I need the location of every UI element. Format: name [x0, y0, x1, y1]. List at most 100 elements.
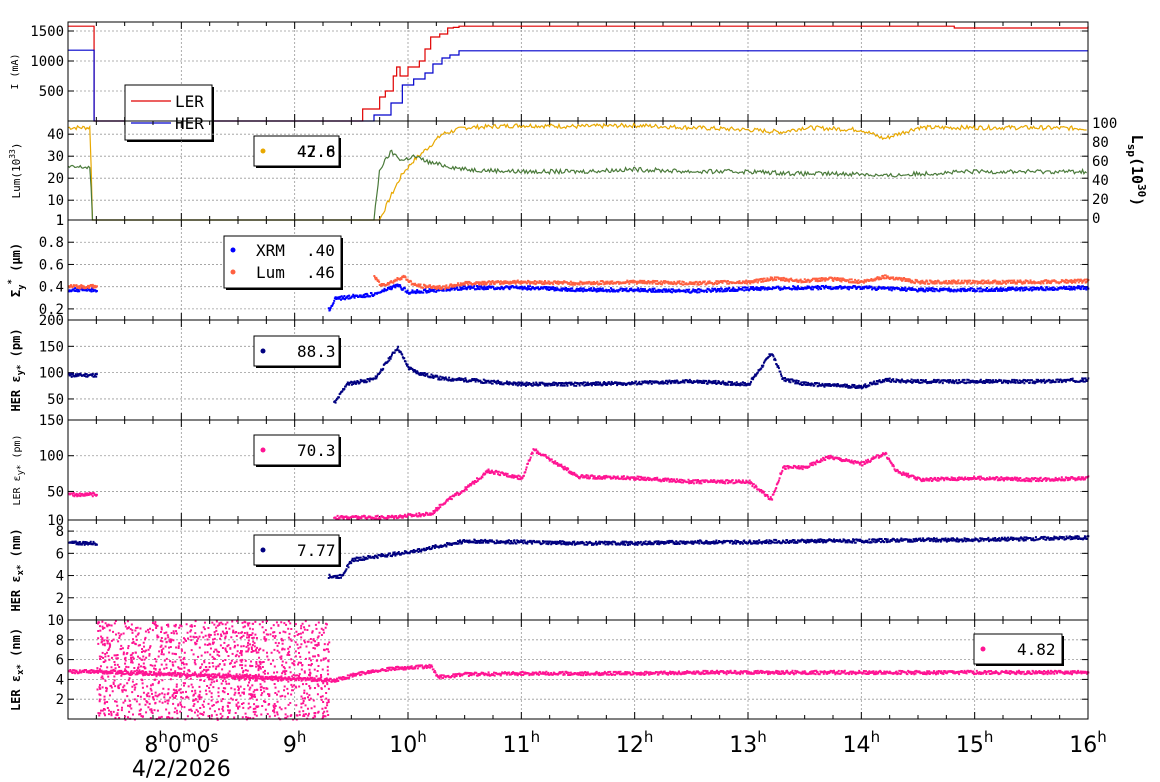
x-tick-label: 10h	[389, 728, 427, 758]
x-tick-label: 12h	[616, 728, 654, 758]
y-tick-label: 4	[56, 672, 64, 688]
series-ler_ey-0	[68, 448, 1090, 521]
y-tick-label: 200	[39, 313, 64, 329]
series-luminosity-0	[67, 122, 1087, 221]
y-tick-label: 1500	[30, 24, 64, 40]
legend-label: XRM	[256, 241, 285, 260]
y-axis-label: HER εy* (pm)	[9, 328, 26, 411]
y-axis-label: I (mA)	[10, 53, 21, 89]
x-tick-label: 9h	[283, 728, 307, 758]
y2-tick-label: 40	[1092, 173, 1109, 189]
x-tick-label: 14h	[843, 728, 881, 758]
y-tick-label: 1	[56, 213, 64, 229]
y-tick-label: 100	[39, 366, 64, 382]
x-tick-label: 16h	[1069, 728, 1107, 758]
legend-marker	[230, 269, 236, 275]
legend-label: HER	[175, 114, 204, 133]
panel-frame	[67, 219, 1089, 321]
y-tick-label: 1	[56, 213, 64, 229]
legend-value: 7.77	[297, 541, 336, 560]
y-axis-label: LER εy* (pm)	[12, 434, 26, 505]
series-sigma-1	[68, 274, 1090, 291]
y2-tick-label: 0	[1092, 211, 1100, 227]
legend-value: 4.82	[1017, 640, 1056, 659]
y-tick-label: 0.2	[39, 302, 64, 318]
y2-tick-label: 100	[1092, 116, 1117, 132]
legend-box	[253, 335, 340, 367]
y2-tick-label: 20	[1092, 192, 1109, 208]
legend-box	[223, 235, 342, 289]
panel-her_ey: 50 100 150 200 HER εy* (pm) 88.3	[9, 313, 1090, 421]
series-current-0	[68, 25, 1089, 122]
legend-label: LER	[175, 92, 204, 111]
series-sigma-0	[68, 283, 1090, 312]
y-tick-label: 6	[56, 653, 64, 669]
panel-frame	[67, 619, 1089, 720]
panel-frame	[67, 120, 1089, 221]
y-axis-label: HER εx* (nm)	[9, 528, 26, 611]
panel-ler_ey: 10 50 100 150 LER εy* (pm) 70.3	[12, 413, 1090, 529]
legend-box	[973, 633, 1063, 665]
y-tick-label: 8	[56, 633, 64, 649]
panel-ler_ex: 2 4 6 8 10 LER εx* (nm) 4.82	[9, 613, 1090, 721]
series-ler_ex-0	[68, 620, 1090, 721]
legend-box	[253, 135, 340, 167]
legend-marker	[230, 247, 236, 253]
y-tick-label: 30	[47, 149, 64, 165]
legend-box	[253, 534, 340, 566]
legend-marker	[260, 547, 266, 553]
y-tick-label: 500	[39, 84, 64, 100]
y-axis-label: Σy* (µm)	[7, 243, 27, 297]
y-tick-label: 0.8	[39, 235, 64, 251]
panel-frame	[67, 21, 1089, 122]
x-tick-label: 11h	[503, 728, 541, 758]
legend-value-overlay: 47.8	[297, 142, 336, 161]
y2-axis-label: Lsp(1030)	[1125, 135, 1148, 207]
y-tick-label: 2	[56, 591, 64, 607]
y-tick-label: 2	[56, 692, 64, 708]
legend-marker	[980, 646, 986, 652]
y-tick-label: 0.6	[39, 257, 64, 273]
y2-tick-label: 80	[1092, 135, 1109, 151]
y-tick-label: 1000	[30, 54, 64, 70]
y-tick-label: 8	[56, 524, 64, 540]
panel-frame	[67, 519, 1089, 621]
y-axis-label: Lum(1033)	[8, 142, 23, 198]
y-tick-label: 40	[47, 127, 64, 143]
y-tick-label: 20	[47, 171, 64, 187]
y-tick-label: 150	[39, 339, 64, 355]
panel-frame	[67, 319, 1089, 421]
y-tick-label: 100	[39, 449, 64, 465]
y-tick-label: 50	[47, 392, 64, 408]
legend-marker	[260, 348, 266, 354]
legend-label: Lum	[256, 263, 285, 282]
panel-her_ex: 2 4 6 8 HER εx* (nm) 7.77	[9, 519, 1090, 621]
series-luminosity-1	[67, 149, 1087, 221]
legend-value: 70.3	[297, 441, 336, 460]
y-tick-label: 10	[47, 613, 64, 629]
legend-box	[124, 84, 213, 141]
panel-frame	[67, 419, 1089, 521]
panel-current: 500 1000 1500 I (mA) LER HER	[10, 21, 1089, 142]
y-tick-label: 10	[47, 513, 64, 529]
x-tick-label: 13h	[729, 728, 767, 758]
y2-tick-label: 60	[1092, 154, 1109, 170]
y-tick-label: 50	[47, 484, 64, 500]
x-tick-label: 15h	[956, 728, 994, 758]
panel-sigma: 0.2 0.4 0.6 0.8 1 Σy* (µm) XRM .40 Lum .46	[7, 213, 1090, 321]
series-her_ex-0	[68, 535, 1090, 580]
legend-value: 88.3	[297, 342, 336, 361]
legend-box	[253, 434, 340, 466]
y-tick-label: 150	[39, 413, 64, 429]
y-tick-label: 6	[56, 546, 64, 562]
x-tick-label-first: 8h0m0s	[144, 728, 218, 758]
x-axis-date: 4/2/2026	[132, 757, 231, 782]
y-axis-label: LER εx* (nm)	[9, 628, 26, 711]
series-her_ey-0	[68, 345, 1090, 404]
y-tick-label: 0.4	[39, 280, 64, 296]
y-tick-label: 10	[47, 193, 64, 209]
legend-value: .40	[306, 241, 335, 260]
legend-marker	[260, 148, 266, 154]
